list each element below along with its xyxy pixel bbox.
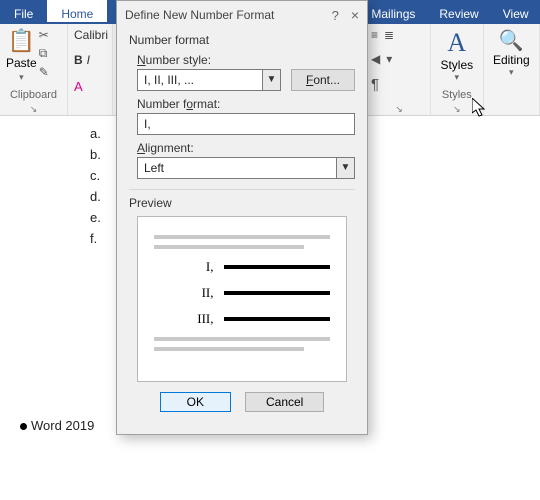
dialog-title: Define New Number Format (125, 8, 274, 22)
preview-row: II, (194, 285, 330, 301)
section-preview: Preview (129, 196, 355, 210)
section-number-format: Number format (129, 33, 355, 47)
number-format-input[interactable] (137, 113, 355, 135)
chevron-down-icon: ▾ (437, 72, 477, 83)
preview-row: III, (194, 311, 330, 327)
preview-row: I, (194, 259, 330, 275)
chevron-down-icon[interactable]: ▼ (336, 158, 354, 178)
align-icon[interactable]: ≡ (371, 28, 378, 42)
number-style-combo[interactable]: I, II, III, ... ▼ (137, 69, 281, 91)
line-spacing-icon[interactable]: ≣ (384, 28, 394, 42)
group-clipboard: 📋 Paste ▾ ✂ ⧉ ✎ Clipboard ↘ (0, 24, 68, 115)
group-paragraph: ≡ ≣ ◀ ▾ ¶ ↘ (365, 24, 431, 115)
editing-button[interactable]: 🔍 Editing ▾ (490, 28, 533, 78)
tab-file[interactable]: File (0, 0, 47, 24)
dialog-titlebar[interactable]: Define New Number Format ? × (117, 1, 367, 29)
group-label-clipboard: Clipboard (10, 89, 57, 101)
tab-review[interactable]: Review (427, 0, 490, 24)
italic-button[interactable]: I (87, 53, 90, 67)
number-style-value: I, II, III, ... (138, 73, 262, 87)
help-icon[interactable]: ? (332, 8, 339, 23)
tab-view[interactable]: View (491, 0, 540, 24)
dialog-launcher-icon[interactable]: ↘ (30, 104, 38, 114)
label-number-style: Number style: (137, 53, 355, 67)
dialog-launcher-icon[interactable]: ↘ (453, 104, 461, 114)
alignment-combo[interactable]: Left ▼ (137, 157, 355, 179)
outdent-icon[interactable]: ◀ (371, 52, 380, 66)
alignment-value: Left (138, 161, 336, 175)
cut-icon[interactable]: ✂ (39, 28, 49, 42)
dialog-launcher-icon[interactable]: ↘ (395, 104, 403, 114)
preview-line (154, 245, 304, 249)
cancel-button[interactable]: Cancel (245, 392, 324, 412)
font-button[interactable]: Font... (291, 69, 355, 91)
footer-tag: Word 2019 (20, 418, 94, 433)
styles-icon: A (437, 28, 477, 58)
copy-icon[interactable]: ⧉ (39, 46, 49, 61)
group-editing: 🔍 Editing ▾ (484, 24, 540, 115)
paste-label: Paste (6, 56, 37, 70)
group-font: Calibri B I A (68, 24, 113, 115)
preview-line (154, 347, 304, 351)
font-color-button[interactable]: A (74, 79, 83, 94)
chevron-down-icon: ▾ (490, 67, 533, 78)
close-icon[interactable]: × (351, 7, 359, 23)
label-alignment: Alignment: (137, 141, 355, 155)
pilcrow-icon[interactable]: ¶ (371, 76, 379, 93)
define-number-format-dialog: Define New Number Format ? × Number form… (116, 0, 368, 435)
chevron-down-icon[interactable]: ▼ (262, 70, 280, 90)
chevron-down-icon: ▾ (386, 52, 392, 66)
preview-line (154, 235, 330, 239)
styles-label: Styles (437, 58, 477, 72)
font-name[interactable]: Calibri (74, 28, 108, 42)
styles-button[interactable]: A Styles ▾ (437, 28, 477, 83)
paste-icon: 📋 (8, 28, 35, 54)
bold-button[interactable]: B (74, 53, 83, 67)
chevron-down-icon: ▾ (19, 72, 24, 83)
editing-label: Editing (490, 53, 533, 67)
tab-home[interactable]: Home (47, 0, 107, 24)
preview-line (154, 337, 330, 341)
format-painter-icon[interactable]: ✎ (39, 65, 49, 79)
tab-mailings[interactable]: Mailings (359, 0, 427, 24)
group-styles: A Styles ▾ Styles ↘ (431, 24, 484, 115)
paste-button[interactable]: 📋 Paste ▾ (6, 28, 37, 83)
search-icon: 🔍 (490, 28, 533, 53)
label-number-format: Number format: (137, 97, 355, 111)
ok-button[interactable]: OK (160, 392, 231, 412)
group-label-styles: Styles (442, 89, 472, 101)
preview-box: I, II, III, (137, 216, 347, 382)
